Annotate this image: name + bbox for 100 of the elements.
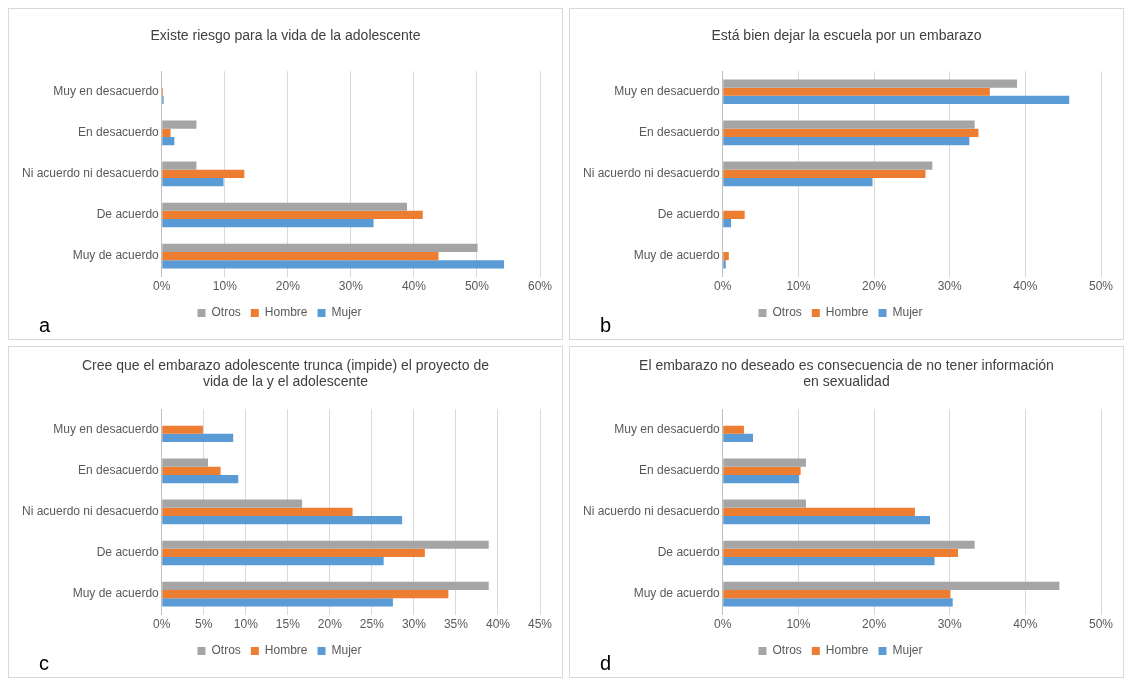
bar (723, 136, 970, 146)
bar (723, 260, 726, 269)
text: b (600, 314, 612, 337)
x-tick-label: 50% (1088, 617, 1114, 632)
bar (723, 516, 931, 525)
y-tick-label: Ni acuerdo ni desacuerdo (21, 504, 160, 519)
y-tick-label: En desacuerdo (78, 125, 160, 140)
bar (723, 581, 1060, 590)
bar (723, 466, 801, 475)
bar (162, 128, 171, 137)
bar (162, 516, 403, 525)
bar (162, 210, 423, 220)
bar (162, 540, 489, 549)
x-tick-label: 40% (401, 279, 427, 294)
bar (162, 136, 175, 146)
y-tick-label: De acuerdo (96, 207, 160, 222)
bar (723, 474, 800, 484)
bar (162, 178, 224, 187)
bar (162, 557, 384, 566)
x-tick-label: 30% (937, 617, 963, 632)
chart-title: Existe riesgo para la vida de la adolescente (149, 26, 422, 45)
legend-label: Hombre (825, 643, 869, 658)
y-tick-label: De acuerdo (96, 545, 160, 560)
bar (723, 548, 959, 558)
bar (723, 210, 745, 220)
chart-title: El embarazo no deseado es consecuencia de no tener información en sexualidad (638, 356, 1055, 391)
legend-label: Otros (772, 305, 802, 320)
legend-label: Otros (211, 643, 241, 658)
y-tick-label: Ni acuerdo ni desacuerdo (21, 166, 160, 181)
legend-label: Mujer (892, 305, 923, 320)
y-tick-label: Muy en desacuerdo (614, 84, 721, 99)
y-tick-label: Muy en desacuerdo (53, 422, 160, 437)
bar (162, 120, 197, 129)
y-tick-label: En desacuerdo (639, 463, 721, 478)
y-tick-label: De acuerdo (657, 545, 721, 560)
y-tick-label: En desacuerdo (639, 125, 721, 140)
bar (723, 95, 1070, 105)
bar (723, 79, 1018, 88)
y-tick-label: Ni acuerdo ni desacuerdo (582, 504, 721, 519)
x-tick-label: 60% (527, 279, 553, 294)
y-tick-label: Muy en desacuerdo (53, 84, 160, 99)
legend-label: Hombre (825, 305, 869, 320)
bar (723, 499, 806, 508)
bar (162, 507, 353, 517)
bar (723, 557, 935, 566)
x-tick-label: 10% (212, 279, 238, 294)
legend-label: Hombre (264, 305, 308, 320)
legend-label: Mujer (892, 643, 923, 658)
x-tick-label: 10% (786, 279, 811, 294)
legend-label: Mujer (331, 305, 362, 320)
bar (162, 251, 439, 261)
x-tick-label: 45% (527, 617, 553, 632)
legend-label: Hombre (264, 643, 308, 658)
bar (723, 458, 806, 467)
y-tick-label: Muy de acuerdo (633, 248, 721, 263)
x-tick-label: 10% (233, 617, 259, 632)
bar (162, 425, 203, 434)
bar (723, 161, 933, 170)
x-tick-label: 30% (401, 617, 427, 632)
y-tick-label: En desacuerdo (78, 463, 160, 478)
y-tick-label: Ni acuerdo ni desacuerdo (582, 166, 721, 181)
y-tick-label: Muy de acuerdo (633, 586, 721, 601)
legend-label: Otros (772, 643, 802, 658)
bar (162, 260, 505, 269)
x-tick-label: 0% (153, 617, 171, 632)
bar (162, 169, 245, 179)
bar (162, 499, 303, 508)
y-tick-label: Muy de acuerdo (72, 248, 160, 263)
y-tick-label: Muy en desacuerdo (614, 422, 721, 437)
bar (723, 169, 926, 179)
bar (723, 251, 729, 261)
bar (162, 598, 393, 607)
legend-label: Mujer (331, 643, 362, 658)
x-tick-label: 50% (464, 279, 490, 294)
bar (723, 219, 732, 228)
bar (723, 598, 953, 607)
x-tick-label: 0% (153, 279, 171, 294)
x-tick-label: 50% (1088, 279, 1114, 294)
bar (723, 540, 975, 549)
bar (162, 466, 221, 475)
bar (162, 161, 197, 170)
x-tick-label: 5% (195, 617, 213, 632)
bar (162, 433, 234, 443)
bar (723, 87, 990, 96)
bar (162, 243, 478, 252)
x-tick-label: 20% (317, 617, 343, 632)
x-tick-label: 15% (275, 617, 301, 632)
chart-title: Está bien dejar la escuela por un embarazo (710, 26, 983, 45)
bar (723, 433, 754, 443)
bar (162, 474, 239, 484)
bar (723, 128, 979, 137)
bar (723, 589, 951, 599)
x-tick-label: 20% (862, 617, 887, 632)
x-tick-label: 10% (786, 617, 811, 632)
x-tick-label: 40% (1013, 617, 1038, 632)
text: a (39, 314, 51, 337)
bar (162, 548, 425, 558)
x-tick-label: 35% (443, 617, 469, 632)
bar (723, 120, 975, 129)
x-tick-label: 30% (338, 279, 364, 294)
